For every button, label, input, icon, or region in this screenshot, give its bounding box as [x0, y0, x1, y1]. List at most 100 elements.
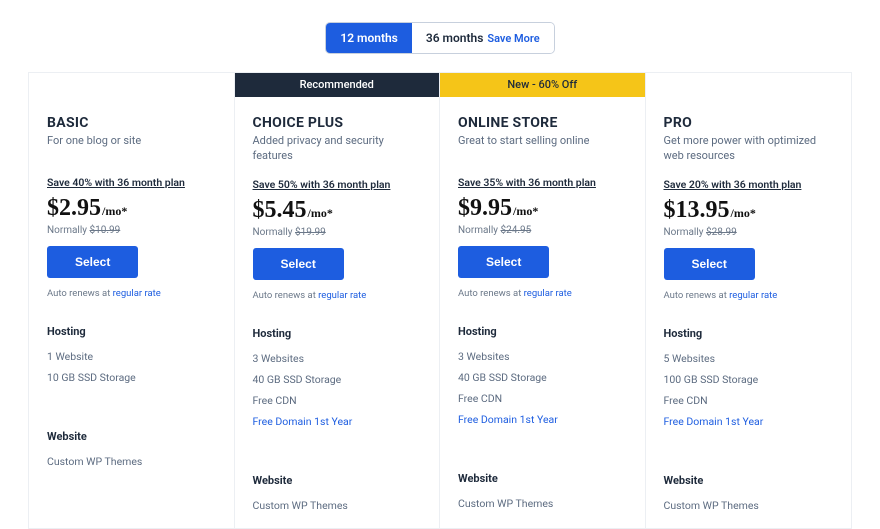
auto-renews-note: Auto renews at regular rate: [664, 290, 834, 301]
term-option-12-months[interactable]: 12 months: [326, 23, 412, 53]
feature-item: Custom WP Themes: [47, 451, 216, 472]
price-amount: $5.45: [253, 197, 307, 224]
feature-item: 40 GB SSD Storage: [458, 367, 627, 388]
website-feature-list: Custom WP Themes: [458, 493, 627, 514]
plan-badge: Recommended: [235, 73, 440, 97]
price-per: /mo*: [308, 206, 333, 221]
select-button[interactable]: Select: [253, 248, 344, 280]
normal-price-value: $10.99: [90, 225, 121, 236]
feature-item[interactable]: Free Domain 1st Year: [253, 411, 422, 432]
feature-item: Custom WP Themes: [458, 493, 627, 514]
price-row: $5.45/mo*: [253, 197, 422, 224]
price-row: $13.95/mo*: [664, 197, 834, 224]
plan-name: CHOICE PLUS: [253, 115, 422, 131]
price-amount: $13.95: [664, 197, 730, 224]
feature-item: Free CDN: [664, 390, 834, 411]
plan-body: CHOICE PLUS Added privacy and security fe…: [235, 97, 440, 528]
normal-price-prefix: Normally: [664, 227, 707, 238]
feature-item[interactable]: Free Domain 1st Year: [458, 409, 627, 430]
section-heading-hosting: Hosting: [253, 327, 422, 340]
price-per: /mo*: [513, 204, 538, 219]
plan-badge: [29, 73, 234, 97]
regular-rate-link[interactable]: regular rate: [524, 288, 572, 299]
normal-price-value: $28.99: [706, 227, 737, 238]
feature-item[interactable]: Free Domain 1st Year: [664, 411, 834, 432]
price-amount: $9.95: [458, 195, 512, 222]
feature-item: 10 GB SSD Storage: [47, 367, 216, 388]
feature-item: 40 GB SSD Storage: [253, 369, 422, 390]
auto-renews-note: Auto renews at regular rate: [458, 288, 627, 299]
plan-card: Recommended CHOICE PLUS Added privacy and …: [235, 73, 441, 528]
plan-card: BASIC For one blog or site Save 40% with 3…: [29, 73, 235, 528]
term-option-36-badge: Save More: [487, 32, 539, 45]
plan-subtitle: Great to start selling online: [458, 134, 627, 162]
normal-price-prefix: Normally: [458, 225, 501, 236]
normal-price-prefix: Normally: [253, 227, 296, 238]
auto-renews-prefix: Auto renews at: [47, 288, 113, 299]
section-heading-hosting: Hosting: [47, 325, 216, 338]
feature-item: 1 Website: [47, 346, 216, 367]
plan-badge: [646, 73, 852, 97]
term-toggle: 12 months 36 months Save More: [325, 22, 554, 54]
hosting-feature-list: 1 Website10 GB SSD Storage: [47, 346, 216, 388]
auto-renews-prefix: Auto renews at: [253, 290, 319, 301]
hosting-feature-list: 3 Websites40 GB SSD StorageFree CDNFree …: [253, 348, 422, 432]
feature-item: Free CDN: [253, 390, 422, 411]
section-heading-hosting: Hosting: [664, 327, 834, 340]
plan-name: BASIC: [47, 115, 216, 131]
plans-grid: BASIC For one blog or site Save 40% with 3…: [28, 72, 852, 529]
feature-item: 3 Websites: [458, 346, 627, 367]
auto-renews-note: Auto renews at regular rate: [47, 288, 216, 299]
plan-card: New - 60% Off ONLINE STORE Great to start …: [440, 73, 646, 528]
section-heading-website: Website: [253, 474, 422, 487]
select-button[interactable]: Select: [664, 248, 755, 280]
select-button[interactable]: Select: [47, 246, 138, 278]
plan-subtitle: Get more power with optimized web resour…: [664, 134, 834, 164]
section-heading-website: Website: [47, 430, 216, 443]
website-feature-list: Custom WP Themes: [664, 495, 834, 516]
feature-item: Free CDN: [458, 388, 627, 409]
normal-price: Normally $19.99: [253, 227, 422, 238]
section-heading-website: Website: [664, 474, 834, 487]
price-row: $9.95/mo*: [458, 195, 627, 222]
plan-subtitle: Added privacy and security features: [253, 134, 422, 164]
section-heading-hosting: Hosting: [458, 325, 627, 338]
website-feature-list: Custom WP Themes: [47, 451, 216, 472]
save-line-link[interactable]: Save 20% with 36 month plan: [664, 178, 834, 191]
price-row: $2.95/mo*: [47, 195, 216, 222]
feature-item: 5 Websites: [664, 348, 834, 369]
plan-subtitle: For one blog or site: [47, 134, 216, 162]
hosting-feature-list: 3 Websites40 GB SSD StorageFree CDNFree …: [458, 346, 627, 430]
select-button[interactable]: Select: [458, 246, 549, 278]
auto-renews-note: Auto renews at regular rate: [253, 290, 422, 301]
plan-card: PRO Get more power with optimized web res…: [646, 73, 852, 528]
hosting-feature-list: 5 Websites100 GB SSD StorageFree CDNFree…: [664, 348, 834, 432]
plan-name: ONLINE STORE: [458, 115, 627, 131]
price-amount: $2.95: [47, 195, 101, 222]
price-per: /mo*: [102, 204, 127, 219]
feature-item: 100 GB SSD Storage: [664, 369, 834, 390]
save-line-link[interactable]: Save 35% with 36 month plan: [458, 176, 627, 189]
plan-body: ONLINE STORE Great to start selling onlin…: [440, 97, 645, 526]
term-toggle-wrap: 12 months 36 months Save More: [0, 0, 880, 72]
regular-rate-link[interactable]: regular rate: [113, 288, 161, 299]
normal-price: Normally $24.95: [458, 225, 627, 236]
save-line-link[interactable]: Save 40% with 36 month plan: [47, 176, 216, 189]
plan-badge: New - 60% Off: [440, 73, 645, 97]
feature-item: Custom WP Themes: [253, 495, 422, 516]
term-option-12-label: 12 months: [340, 31, 398, 45]
term-option-36-months[interactable]: 36 months Save More: [412, 23, 554, 53]
plan-name: PRO: [664, 115, 834, 131]
auto-renews-prefix: Auto renews at: [664, 290, 730, 301]
feature-item: 3 Websites: [253, 348, 422, 369]
regular-rate-link[interactable]: regular rate: [729, 290, 777, 301]
normal-price-value: $19.99: [295, 227, 326, 238]
regular-rate-link[interactable]: regular rate: [318, 290, 366, 301]
auto-renews-prefix: Auto renews at: [458, 288, 524, 299]
section-heading-website: Website: [458, 472, 627, 485]
save-line-link[interactable]: Save 50% with 36 month plan: [253, 178, 422, 191]
price-per: /mo*: [731, 206, 756, 221]
normal-price: Normally $28.99: [664, 227, 834, 238]
plan-body: PRO Get more power with optimized web res…: [646, 97, 852, 528]
normal-price-prefix: Normally: [47, 225, 90, 236]
